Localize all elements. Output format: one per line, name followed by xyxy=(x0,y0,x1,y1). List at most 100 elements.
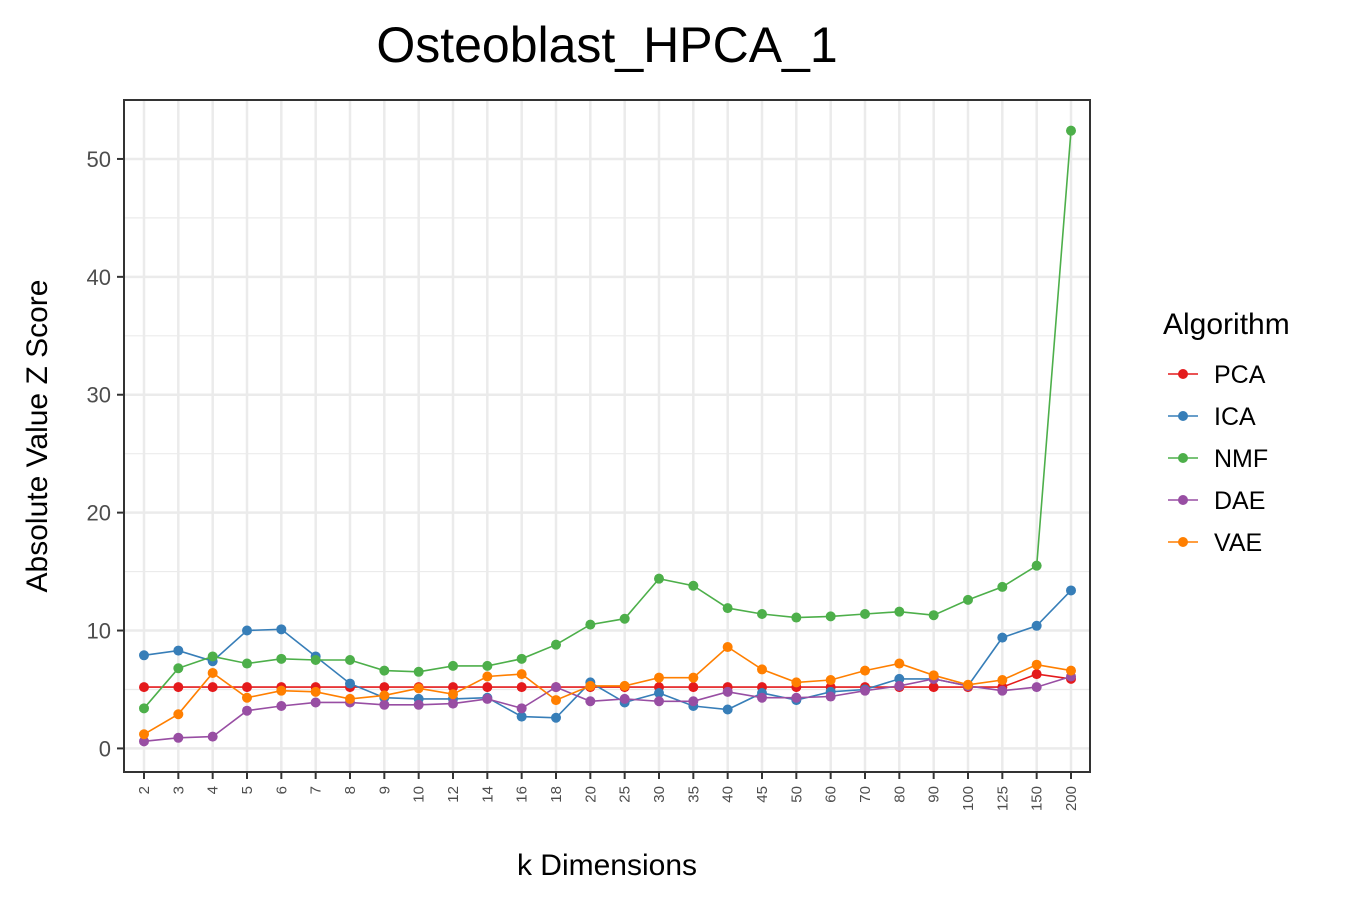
x-tick-label: 30 xyxy=(651,786,668,803)
data-point-nmf xyxy=(722,603,733,614)
x-tick-label: 14 xyxy=(479,786,496,803)
data-point-ica xyxy=(345,678,355,689)
data-point-pca xyxy=(379,682,390,693)
data-point-nmf xyxy=(894,606,905,617)
data-point-dae xyxy=(242,705,252,716)
data-point-nmf xyxy=(242,658,252,669)
legend-label-nmf: NMF xyxy=(1214,445,1268,473)
data-point-dae xyxy=(276,700,287,711)
data-point-nmf xyxy=(928,610,939,621)
data-point-pca xyxy=(173,682,184,693)
legend-key-point-pca xyxy=(1178,369,1188,379)
x-tick-label: 35 xyxy=(685,786,702,803)
data-point-ica xyxy=(1031,620,1042,631)
data-point-dae xyxy=(310,697,321,708)
data-point-vae xyxy=(551,695,561,706)
data-point-dae xyxy=(997,685,1008,696)
x-tick-label: 10 xyxy=(411,786,428,803)
x-tick-label: 3 xyxy=(170,786,187,794)
data-point-ica xyxy=(997,632,1008,643)
x-tick-label: 16 xyxy=(514,786,531,803)
y-tick-label: 50 xyxy=(87,147,111,172)
x-tick-label: 6 xyxy=(273,786,290,794)
data-point-vae xyxy=(516,669,527,680)
data-point-nmf xyxy=(276,653,287,664)
data-point-nmf xyxy=(585,619,596,630)
data-point-vae xyxy=(379,690,390,701)
data-point-vae xyxy=(860,665,870,676)
data-point-dae xyxy=(894,680,905,691)
data-point-dae xyxy=(379,699,390,710)
data-point-vae xyxy=(413,683,424,694)
data-point-vae xyxy=(448,689,458,700)
series-line-dae xyxy=(143,675,1072,743)
panel-background xyxy=(124,100,1090,772)
x-tick-label: 20 xyxy=(582,786,599,803)
data-point-dae xyxy=(757,692,767,703)
data-point-vae xyxy=(482,671,493,682)
series-line-nmf xyxy=(143,130,1072,709)
data-point-dae xyxy=(516,703,527,714)
x-tick-label: 4 xyxy=(205,786,222,794)
data-point-nmf xyxy=(310,655,321,665)
y-tick-label: 10 xyxy=(87,619,111,644)
data-point-vae xyxy=(1066,665,1076,676)
x-axis: 2 3 4 5 6 7 8 9 10 12 14 16 18 20 25 30 35 40 45 50 60 70 80 90… xyxy=(136,772,1080,811)
data-point-ica xyxy=(1066,585,1076,596)
data-point-vae xyxy=(963,679,973,690)
x-tick-label: 2 xyxy=(136,786,153,794)
x-tick-label: 40 xyxy=(720,786,737,803)
data-point-dae xyxy=(860,685,870,696)
x-tick-label: 18 xyxy=(548,786,565,803)
series-layer xyxy=(139,125,1076,747)
data-point-vae xyxy=(276,685,287,696)
data-point-vae xyxy=(139,729,149,740)
data-point-nmf xyxy=(379,665,390,676)
data-point-dae xyxy=(688,696,699,707)
x-tick-label: 125 xyxy=(994,786,1011,811)
data-point-pca xyxy=(1031,669,1042,680)
data-point-vae xyxy=(207,667,218,678)
data-point-nmf xyxy=(345,655,355,665)
data-point-vae xyxy=(242,692,252,703)
data-point-dae xyxy=(722,686,733,697)
y-tick-label: 40 xyxy=(87,265,111,290)
x-tick-label: 70 xyxy=(857,786,874,803)
legend-label-vae: VAE xyxy=(1214,529,1262,557)
data-point-dae xyxy=(619,693,630,704)
y-tick-label: 30 xyxy=(87,383,111,408)
legend: Algorithm PCA ICA NMF DAE VAE xyxy=(1163,308,1290,557)
x-tick-label: 90 xyxy=(926,786,943,803)
data-point-vae xyxy=(345,693,355,704)
data-point-pca xyxy=(139,682,149,693)
x-tick-label: 80 xyxy=(891,786,908,803)
y-tick-label: 0 xyxy=(99,736,111,761)
data-point-pca xyxy=(242,682,252,693)
data-point-pca xyxy=(482,682,493,693)
x-tick-label: 45 xyxy=(754,786,771,803)
data-point-nmf xyxy=(551,639,561,650)
legend-label-dae: DAE xyxy=(1214,487,1265,515)
data-point-ica xyxy=(139,650,149,661)
data-point-dae xyxy=(207,731,218,742)
data-point-nmf xyxy=(139,703,149,714)
data-point-dae xyxy=(139,736,149,747)
data-point-vae xyxy=(997,675,1008,686)
data-point-vae xyxy=(585,680,596,691)
data-point-vae xyxy=(894,658,905,669)
series-line-pca xyxy=(144,673,1072,688)
data-point-pca xyxy=(207,682,218,693)
data-point-nmf xyxy=(860,609,870,620)
data-point-pca xyxy=(448,682,458,693)
y-axis-title: Absolute Value Z Score xyxy=(21,280,54,593)
x-tick-label: 25 xyxy=(617,786,634,803)
series-line-vae xyxy=(143,645,1072,735)
data-point-nmf xyxy=(791,612,802,623)
data-point-pca xyxy=(928,682,939,693)
legend-key-point-vae xyxy=(1178,537,1188,547)
data-point-ica xyxy=(173,645,184,656)
y-tick-label: 20 xyxy=(87,501,111,526)
legend-label-pca: PCA xyxy=(1214,361,1266,389)
x-tick-label: 7 xyxy=(308,786,325,794)
